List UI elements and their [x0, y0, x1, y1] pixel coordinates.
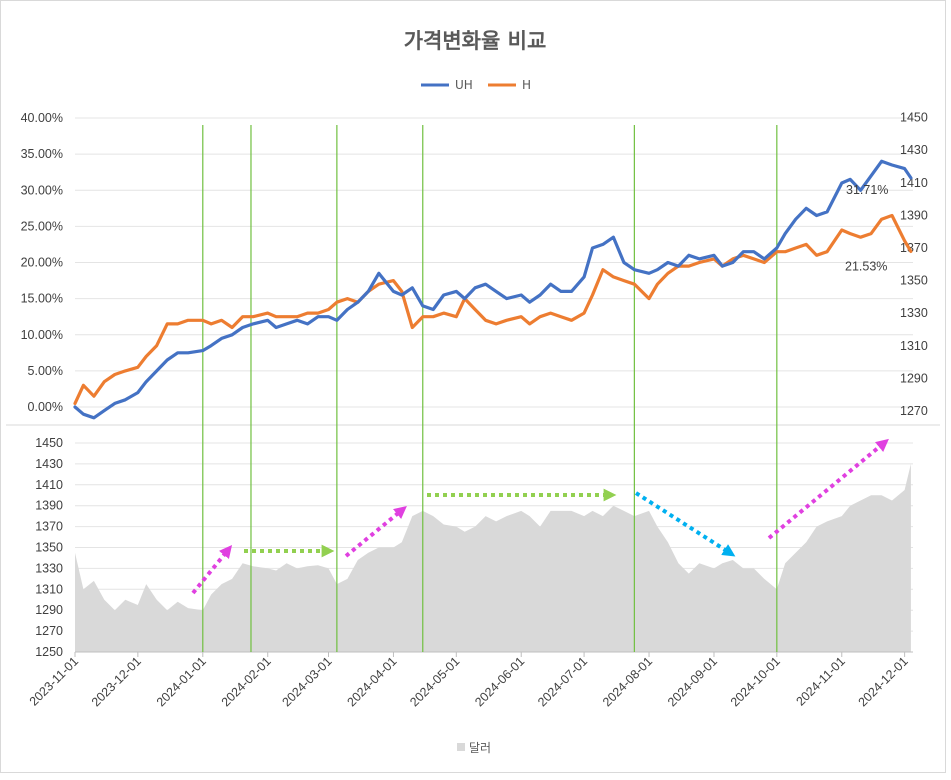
bottom-y-tick: 1410 [35, 478, 63, 492]
series-line-uh [73, 159, 913, 420]
trend-arrow-up [191, 545, 233, 595]
legend-label-uh: UH [455, 78, 473, 92]
h-end-label: 21.53% [845, 259, 887, 273]
uh-end-label: 31.71% [846, 183, 888, 197]
top-y-right-tick: 1450 [900, 111, 928, 125]
top-y-left-tick: 30.00% [21, 183, 63, 197]
top-y-right-tick: 1290 [900, 371, 928, 385]
vertical-markers [202, 125, 778, 652]
top-y-right-tick: 1330 [900, 306, 928, 320]
bottom-y-ticks: 1250 1270 1290 1310 1330 1350 1370 1390 1410 1430… [35, 436, 63, 659]
bottom-y-tick: 1390 [35, 499, 63, 513]
top-y-left-tick: 15.00% [21, 292, 63, 306]
top-y-left-tick: 40.00% [21, 111, 63, 125]
end-labels: 31.71% 21.53% [845, 183, 888, 274]
bottom-y-tick: 1430 [35, 457, 63, 471]
bottom-y-tick: 1370 [35, 520, 63, 534]
top-y-left-tick: 10.00% [21, 328, 63, 342]
top-y-left-tick: 0.00% [28, 400, 63, 414]
legend-swatch-dollar [457, 743, 465, 751]
bottom-y-tick: 1250 [35, 645, 63, 659]
bottom-y-tick: 1270 [35, 624, 63, 638]
series-line-h [73, 213, 913, 405]
trend-arrow-down [634, 491, 736, 557]
top-y-right-tick: 1350 [900, 274, 928, 288]
bottom-y-tick: 1330 [35, 561, 63, 575]
top-y-right-tick: 1270 [900, 404, 928, 418]
top-y-left-tick: 20.00% [21, 256, 63, 270]
top-y-right-tick: 1410 [900, 176, 928, 190]
legend-label-dollar: 달러 [469, 741, 491, 755]
trend-arrows [191, 438, 889, 595]
dollar-area-fill [75, 463, 911, 652]
trend-arrow-up [767, 438, 889, 540]
top-gridlines [75, 117, 913, 408]
bottom-y-tick: 1450 [35, 436, 63, 450]
bottom-y-tick: 1290 [35, 603, 63, 617]
bottom-y-tick: 1350 [35, 541, 63, 555]
chart-title: 가격변화율 비교 [404, 29, 547, 53]
top-y-right-tick: 1430 [900, 143, 928, 157]
top-y-left-tick: 35.00% [21, 147, 63, 161]
legend-bottom: 달러 [457, 741, 491, 755]
top-y-left-tick: 5.00% [28, 364, 63, 378]
legend-label-h: H [522, 78, 531, 92]
top-y-right-tick: 1310 [900, 339, 928, 353]
top-series [73, 159, 913, 420]
legend-top: UH H [421, 78, 531, 92]
dollar-area [75, 463, 913, 653]
bottom-y-tick: 1310 [35, 582, 63, 596]
top-y-left-tick: 25.00% [21, 219, 63, 233]
top-y-left-ticks: 0.00% 5.00% 10.00% 15.00% 20.00% 25.00% 30.00%… [21, 111, 63, 414]
top-y-right-tick: 1390 [900, 208, 928, 222]
